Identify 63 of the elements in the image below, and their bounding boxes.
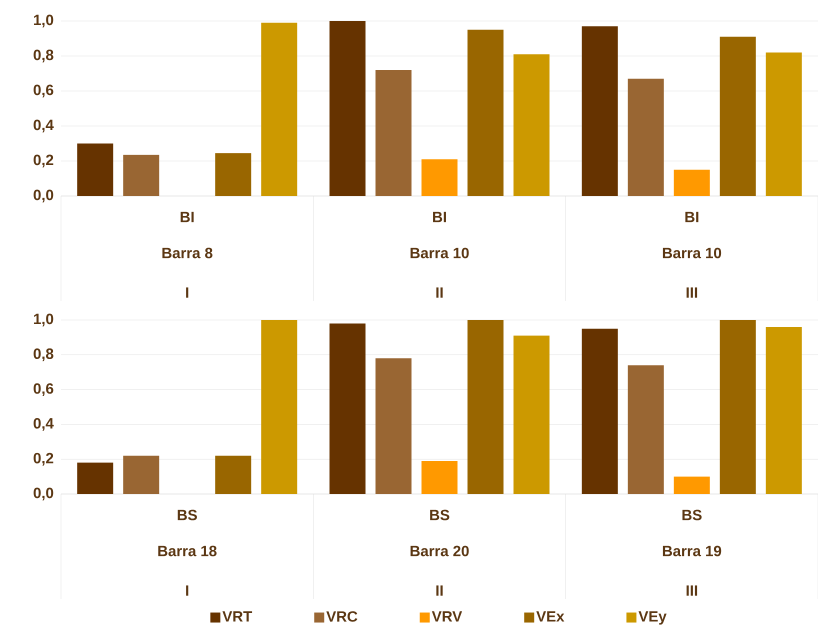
- bar: [628, 78, 664, 196]
- y-tick-label: 0,8: [34, 348, 54, 362]
- legend-label: VEy: [638, 611, 667, 625]
- y-tick-label: 0,2: [34, 452, 54, 466]
- x-tick-label: III: [686, 287, 698, 298]
- bar: [376, 70, 412, 196]
- bar: [468, 30, 504, 196]
- x-tick-label: II: [436, 287, 443, 298]
- bar: [514, 54, 550, 196]
- bar: [582, 26, 618, 196]
- x-tick-label: II: [436, 585, 443, 596]
- text: Barra 19: [662, 546, 722, 556]
- bar: [77, 143, 114, 196]
- text: BS: [430, 510, 450, 520]
- legend-label: VRC: [326, 611, 358, 622]
- legend-label: VRT: [222, 611, 252, 622]
- y-tick-label: 0,6: [34, 84, 54, 98]
- bar: [514, 336, 550, 494]
- bar: [628, 365, 664, 494]
- y-tick-label: 1,0: [34, 314, 54, 326]
- bar: [123, 456, 160, 494]
- text: BS: [682, 510, 702, 520]
- y-tick-label: 0,0: [34, 190, 54, 202]
- bar: [674, 476, 710, 494]
- y-tick-label: 0,0: [34, 488, 54, 500]
- bar: [261, 22, 298, 196]
- bar: [215, 153, 252, 196]
- bar: [674, 170, 710, 196]
- text: BI: [433, 212, 446, 222]
- x-tick-label: III: [686, 585, 698, 596]
- y-tick-label: 1,0: [34, 14, 54, 28]
- bar: [330, 20, 366, 196]
- text: BI: [180, 212, 194, 222]
- bar: [376, 358, 412, 494]
- bar: [582, 328, 618, 494]
- y-tick-label: 0,6: [34, 383, 54, 396]
- legend-label: VRV: [432, 611, 462, 622]
- bar: [720, 320, 756, 494]
- bar: [422, 159, 458, 196]
- text: Barra 8: [162, 248, 212, 258]
- bar: [766, 326, 802, 494]
- x-tick-label: I: [186, 585, 188, 596]
- bar: [215, 456, 252, 494]
- bar: [468, 320, 504, 494]
- bar: [77, 462, 114, 494]
- y-tick-label: 0,4: [34, 418, 54, 431]
- legend-label: VEx: [536, 611, 564, 622]
- bar: [123, 154, 160, 196]
- text: Barra 10: [410, 248, 469, 258]
- bar: [720, 36, 756, 196]
- bar: [261, 320, 298, 494]
- text: BS: [178, 510, 197, 520]
- text: Barra 10: [662, 248, 722, 258]
- x-tick-label: I: [186, 287, 188, 298]
- bar: [422, 460, 458, 494]
- bar: [330, 323, 366, 494]
- y-tick-label: 0,8: [34, 50, 54, 62]
- y-tick-label: 0,4: [34, 120, 54, 132]
- text: Barra 20: [410, 546, 469, 556]
- text: BI: [685, 212, 698, 222]
- bar: [766, 52, 802, 196]
- y-tick-label: 0,2: [34, 154, 54, 168]
- text: Barra 18: [158, 546, 217, 556]
